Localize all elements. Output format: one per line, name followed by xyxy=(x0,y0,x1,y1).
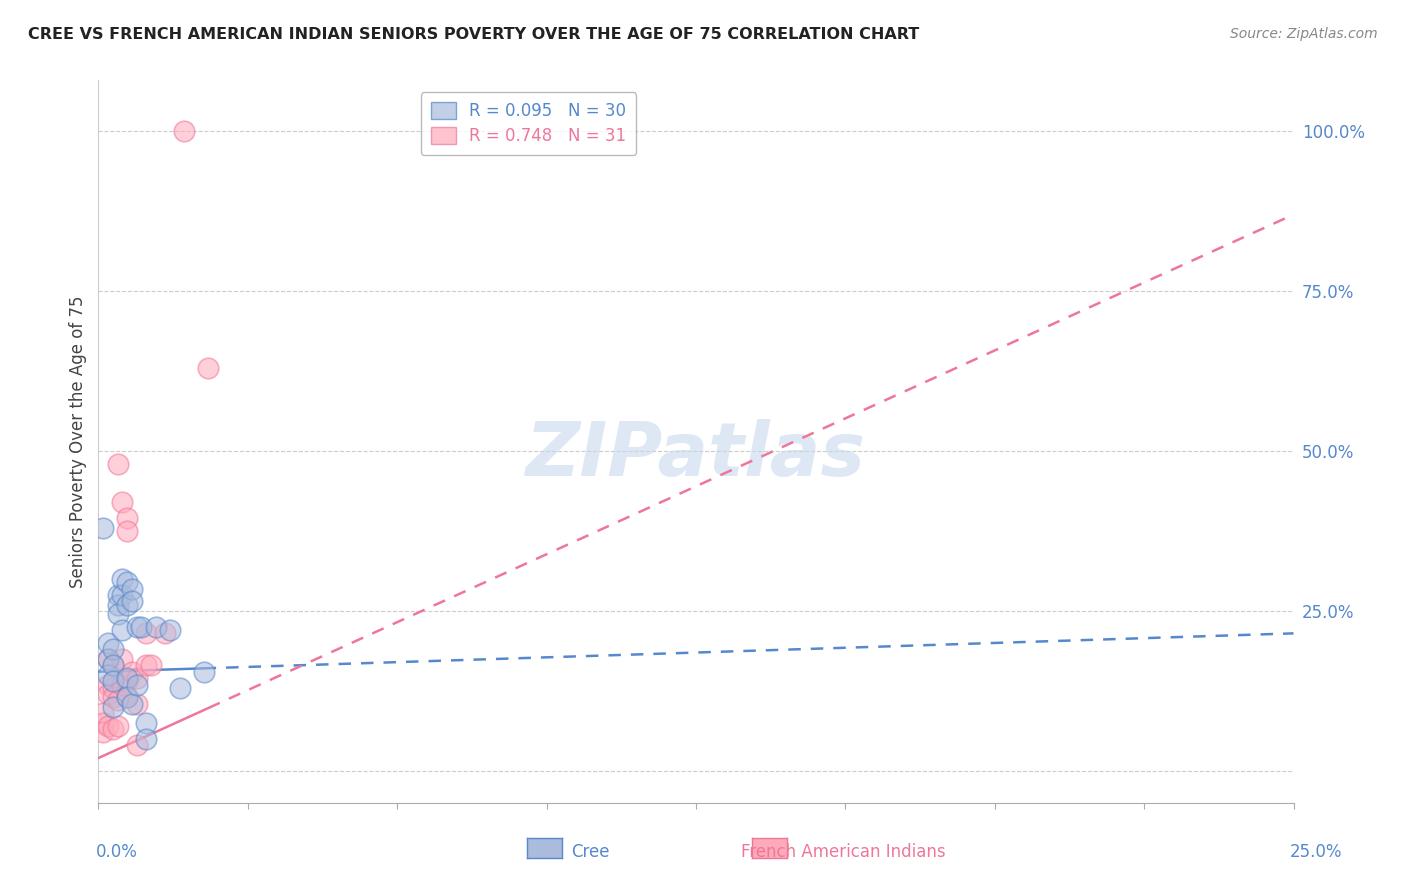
Point xyxy=(125,738,148,752)
Point xyxy=(135,626,157,640)
Point xyxy=(135,731,157,746)
Point xyxy=(91,706,114,721)
Point xyxy=(101,681,124,695)
Point xyxy=(155,626,177,640)
Point xyxy=(169,681,191,695)
Point xyxy=(101,674,124,689)
Point xyxy=(111,588,134,602)
Point xyxy=(101,723,124,737)
Point xyxy=(121,665,143,679)
Point xyxy=(101,690,124,705)
Point xyxy=(91,725,114,739)
Point xyxy=(197,361,219,376)
Point xyxy=(121,582,143,596)
Point xyxy=(125,697,148,711)
Text: Source: ZipAtlas.com: Source: ZipAtlas.com xyxy=(1230,27,1378,41)
Point xyxy=(97,652,120,666)
Point xyxy=(115,511,138,525)
Point xyxy=(107,693,129,707)
Point xyxy=(115,674,138,689)
Point xyxy=(111,652,134,666)
Point xyxy=(135,658,157,673)
Point xyxy=(107,598,129,612)
Point xyxy=(125,677,148,691)
Point xyxy=(111,572,134,586)
Point xyxy=(115,690,138,705)
Point xyxy=(97,636,120,650)
Point xyxy=(193,665,215,679)
Point xyxy=(101,658,124,673)
Point xyxy=(111,677,134,691)
Point xyxy=(131,620,153,634)
Point xyxy=(101,658,124,673)
Point xyxy=(121,697,143,711)
Text: French American Indians: French American Indians xyxy=(741,843,946,861)
Point xyxy=(115,524,138,538)
Point xyxy=(115,598,138,612)
Point xyxy=(107,457,129,471)
Text: Cree: Cree xyxy=(571,843,610,861)
Point xyxy=(107,719,129,733)
Point xyxy=(97,652,120,666)
Point xyxy=(97,668,120,682)
Point xyxy=(125,671,148,685)
Point xyxy=(107,607,129,622)
Point xyxy=(97,719,120,733)
Point xyxy=(159,623,181,637)
Text: 25.0%: 25.0% xyxy=(1291,843,1343,861)
Point xyxy=(97,677,120,691)
Point xyxy=(91,521,114,535)
Point xyxy=(121,594,143,608)
Point xyxy=(97,687,120,701)
Point xyxy=(101,699,124,714)
Legend: R = 0.095   N = 30, R = 0.748   N = 31: R = 0.095 N = 30, R = 0.748 N = 31 xyxy=(420,92,637,155)
Text: ZIPatlas: ZIPatlas xyxy=(526,419,866,492)
Point xyxy=(125,620,148,634)
Text: CREE VS FRENCH AMERICAN INDIAN SENIORS POVERTY OVER THE AGE OF 75 CORRELATION CH: CREE VS FRENCH AMERICAN INDIAN SENIORS P… xyxy=(28,27,920,42)
Point xyxy=(115,575,138,590)
Point xyxy=(115,690,138,705)
Point xyxy=(91,715,114,730)
Point xyxy=(111,495,134,509)
Point xyxy=(107,588,129,602)
Point xyxy=(139,658,162,673)
Point xyxy=(115,671,138,685)
Point xyxy=(145,620,167,634)
Point xyxy=(135,715,157,730)
Text: 0.0%: 0.0% xyxy=(96,843,138,861)
Y-axis label: Seniors Poverty Over the Age of 75: Seniors Poverty Over the Age of 75 xyxy=(69,295,87,588)
Point xyxy=(173,124,195,138)
Point xyxy=(111,623,134,637)
Point xyxy=(101,642,124,657)
